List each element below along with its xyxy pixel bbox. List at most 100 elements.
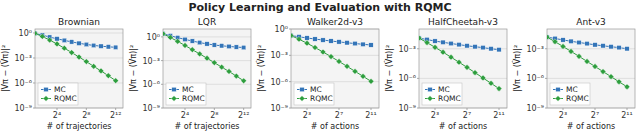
plot-frame: [163, 29, 251, 108]
y-axis-label: |Vπ − (V̂π)|²: [384, 45, 394, 92]
point: [568, 49, 574, 55]
plot-area: [35, 29, 123, 108]
legend-label: MC: [182, 85, 194, 94]
point: [560, 44, 566, 50]
point: [61, 45, 67, 51]
point: [433, 39, 437, 43]
legend-label: RQMC: [310, 94, 333, 103]
x-tick-label: 2¹²: [238, 111, 250, 120]
point: [625, 47, 629, 51]
y-tick-label: 10⁻⁹: [526, 104, 544, 113]
point: [593, 43, 597, 47]
x-tick-label: 2⁸: [82, 111, 90, 120]
figure-title: Policy Learning and Evaluation with RQMC: [188, 1, 451, 14]
plot-area: [547, 29, 635, 108]
legend-marker: [44, 87, 48, 91]
figure: Policy Learning and Evaluation with RQMC…: [0, 0, 640, 134]
data-layer: [547, 34, 630, 89]
point: [312, 45, 318, 51]
point: [313, 37, 317, 41]
point: [47, 37, 53, 43]
point: [456, 59, 462, 65]
point: [440, 49, 446, 55]
plot-frame: [291, 29, 379, 108]
point: [197, 51, 203, 57]
point: [212, 43, 216, 47]
series-line: [35, 33, 116, 80]
series-line: [547, 37, 627, 87]
point: [39, 34, 45, 40]
legend-label: MC: [566, 85, 578, 94]
point: [226, 69, 232, 75]
point: [291, 33, 294, 39]
x-tick-label: 2⁴: [181, 111, 189, 120]
y-axis-label: |Vπ − (V̂π)|²: [512, 45, 522, 92]
point: [473, 45, 477, 49]
x-tick-label: 2⁷: [591, 111, 599, 120]
legend-label: MC: [438, 85, 450, 94]
y-axis-label: |Vπ − (V̂π)|²: [128, 45, 138, 92]
point: [345, 41, 349, 45]
legend-box: [422, 83, 462, 105]
series-line: [291, 36, 371, 45]
point: [35, 31, 37, 35]
point: [205, 42, 209, 46]
x-tick-label: 2¹¹: [493, 111, 505, 120]
point: [305, 36, 309, 40]
legend-marker: [300, 87, 304, 91]
point: [69, 50, 75, 56]
point: [163, 31, 166, 37]
point: [496, 86, 502, 92]
x-tick-label: 2¹¹: [621, 111, 633, 120]
grid-line: [35, 32, 123, 33]
series-line: [291, 36, 371, 82]
point: [432, 44, 438, 50]
y-tick-label: 10⁻⁶: [398, 74, 416, 83]
point: [353, 41, 357, 45]
point: [601, 44, 605, 48]
point: [592, 64, 598, 70]
point: [241, 78, 247, 84]
y-tick-label: 10⁻⁹: [142, 104, 160, 113]
y-tick-label: 10⁻⁶: [142, 80, 160, 89]
point: [190, 39, 194, 43]
grid-line: [547, 78, 635, 79]
legend-label: MC: [54, 85, 66, 94]
point: [296, 36, 302, 42]
point: [304, 40, 310, 46]
point: [105, 73, 111, 79]
legend-box: [166, 83, 206, 105]
legend: MCRQMC: [550, 83, 590, 105]
point: [337, 40, 341, 44]
grid-line: [419, 78, 507, 79]
legend-box: [294, 83, 334, 105]
series-line: [419, 38, 499, 50]
x-tick-label: 2⁷: [335, 111, 343, 120]
x-axis-label: # of actions: [311, 122, 359, 131]
point: [211, 60, 217, 66]
point: [360, 73, 366, 79]
series-line: [163, 34, 244, 81]
point: [76, 54, 82, 60]
subplot-title: Walker2d-v3: [307, 17, 363, 27]
subplot-title: LQR: [198, 17, 216, 27]
point: [448, 54, 454, 60]
point: [99, 44, 103, 48]
legend-marker: [555, 96, 561, 102]
legend: MCRQMC: [166, 83, 206, 105]
point: [352, 68, 358, 74]
point: [113, 45, 117, 49]
point: [163, 32, 165, 36]
point: [617, 45, 621, 49]
point: [55, 37, 59, 41]
point: [584, 59, 590, 65]
x-tick-label: 2¹¹: [365, 111, 377, 120]
legend-marker: [556, 87, 560, 91]
y-tick-label: 10⁻³: [142, 57, 160, 66]
series-line: [35, 33, 116, 47]
point: [91, 43, 95, 47]
legend-label: MC: [310, 85, 322, 94]
subplot-title: Ant-v3: [576, 17, 605, 27]
x-axis-label: # of trajectories: [174, 122, 239, 131]
legend-marker: [171, 96, 177, 102]
